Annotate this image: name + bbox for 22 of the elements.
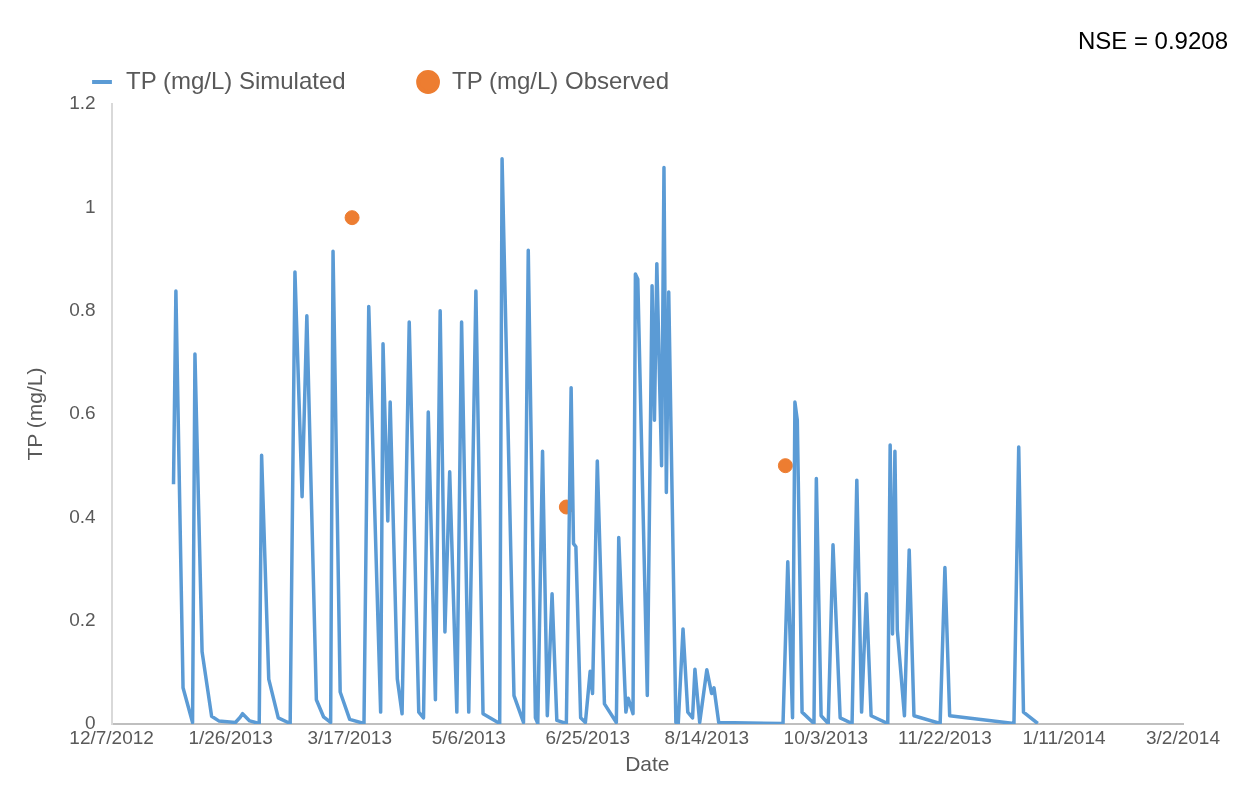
y-tick-label: 0.2	[69, 608, 96, 630]
y-axis-title: TP (mg/L)	[23, 367, 47, 461]
y-tick-label: 0.4	[69, 505, 97, 527]
legend-label: TP (mg/L) Simulated	[126, 66, 346, 94]
legend-label: TP (mg/L) Observed	[452, 66, 670, 94]
y-tick-label: 0.8	[69, 298, 96, 320]
y-tick-label: 0.6	[69, 402, 96, 424]
x-tick-label: 8/14/2013	[664, 726, 750, 748]
y-tick-label: 1	[85, 195, 96, 217]
x-tick-label: 10/3/2013	[783, 726, 869, 748]
point	[777, 458, 793, 474]
text: NSE = 0.9208	[1077, 26, 1228, 54]
x-tick-label: 1/11/2014	[1022, 726, 1106, 748]
point	[344, 210, 360, 226]
x-axis-title: Date	[625, 752, 670, 776]
x-tick-label: 3/2/2014	[1146, 726, 1221, 748]
x-tick-label: 3/17/2013	[307, 726, 392, 748]
x-tick-label: 1/26/2013	[188, 726, 273, 748]
x-tick-label: 6/25/2013	[545, 726, 631, 748]
x-tick-label: 5/6/2013	[431, 726, 506, 748]
y-tick-label: 1.2	[69, 92, 96, 114]
x-tick-label: 11/22/2013	[898, 726, 992, 748]
